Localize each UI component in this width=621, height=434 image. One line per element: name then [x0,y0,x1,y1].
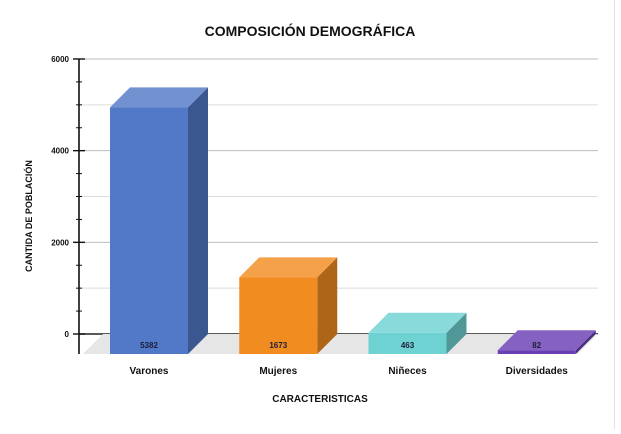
chart-title: COMPOSICIÓN DEMOGRÁFICA [205,22,416,39]
chart-floor [83,334,598,354]
bar-top-face [497,330,596,351]
y-tick-label: 0 [65,330,70,339]
bar-varones [110,87,208,354]
x-tick-label: Mujeres [259,366,297,377]
y-tick-label: 6000 [51,55,69,64]
y-axis-title: CANTIDA DE POBLACIÓN [23,160,34,272]
frame-edge [614,0,615,429]
bar-front-face [497,350,576,354]
bar-top-face [368,312,467,333]
bar-value-label: 82 [532,341,541,350]
bar-value-label: 463 [401,341,415,350]
y-tick-label: 2000 [51,238,69,247]
bar-side-face [446,312,467,354]
bar-front-face [110,107,188,354]
bar-side-face [317,257,338,354]
bar-mujeres [239,257,338,354]
x-tick-label: Varones [130,366,169,377]
x-tick-label: Niñeces [388,366,427,377]
bar-side-face [575,330,596,354]
bar-side-face [188,87,208,354]
bar-value-label: 1673 [269,341,287,350]
bar-front-face [239,277,318,354]
x-axis-title: CARACTERISTICAS [272,394,368,405]
bar-diversidades [497,330,596,354]
y-tick-label: 4000 [51,147,69,156]
x-tick-label: Diversidades [506,366,569,377]
bar-niñeces [368,312,467,354]
bar-value-label: 5382 [140,341,158,350]
bar-front-face [368,332,447,354]
bar-top-face [110,87,208,108]
bar-top-face [239,257,338,278]
